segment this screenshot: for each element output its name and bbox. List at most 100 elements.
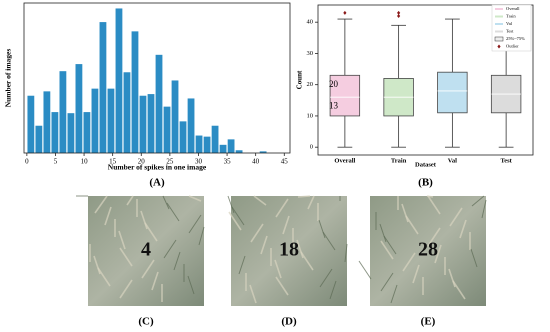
x-tick-label: 5 [54,158,58,166]
grass [307,195,315,210]
bar [227,139,235,153]
bar [163,106,171,153]
x-tick-label: 35 [224,158,232,166]
outlier [397,10,401,15]
grass [412,264,420,284]
grass [141,259,155,279]
grass [144,222,158,242]
x-axis-label: Number of spikes in one image [108,163,207,172]
grass [380,272,394,292]
grass [449,207,463,227]
photo [370,196,486,306]
grass [187,275,195,295]
grass [452,280,466,300]
grass [427,227,441,247]
photo [88,196,204,306]
legend-frame [491,4,532,52]
grass [94,195,108,214]
outlier [343,10,347,15]
grass [162,195,170,210]
grass [402,252,416,272]
grass [275,198,289,218]
grass [282,215,290,235]
bar [187,98,195,153]
grass [250,223,264,243]
grass [104,206,112,226]
x-axis-label: Dataset [415,161,437,168]
grass [249,284,257,304]
bar [131,31,139,154]
legend-label: Overall [506,6,520,11]
bar [155,54,163,154]
grass [358,260,372,280]
x-tick-label: 40 [252,158,260,166]
grass [318,219,326,239]
grass [322,231,336,251]
grass [166,202,180,222]
grass [274,259,282,279]
grass [238,255,246,275]
grass [383,235,397,255]
grass [228,211,242,231]
bar [211,125,219,153]
grass [405,215,419,235]
legend-label: Outlier [506,44,519,49]
y-tick-label: 40 [307,19,314,26]
grass [227,195,235,214]
grass [344,243,348,263]
bar [235,150,243,153]
grass [97,267,111,287]
grass [319,268,333,288]
grass [188,195,202,202]
outlier [397,13,401,18]
bar [195,135,203,153]
annotation: 20 [329,79,339,89]
y-axis-label: Count [296,70,304,89]
axes-frame [23,2,291,154]
grass [198,226,205,246]
bar [35,125,43,153]
bar [179,121,187,153]
grass [188,214,202,234]
y-tick-label: 20 [307,81,314,88]
grass [448,268,456,288]
panel-caption: (B) [418,177,433,189]
bar [75,64,83,153]
grass [163,239,177,259]
x-tick-label: 20 [138,158,146,166]
bar [203,136,211,153]
x-tick-label: 30 [195,158,203,166]
bar [123,72,131,153]
count-label: 4 [141,239,151,261]
legend-label: 25%~75% [506,36,525,41]
bar [115,8,123,154]
bar [51,112,59,153]
count-label: 18 [279,239,299,261]
x-tick-label: 0 [25,158,29,166]
grass [380,240,394,260]
axes-frame [317,4,534,156]
grass [126,195,134,206]
bar [83,112,91,153]
bar [219,144,227,153]
grass [481,199,487,219]
grass [173,251,181,271]
grass [118,230,126,250]
grass [300,251,314,271]
x-tick-label: 25 [166,158,174,166]
legend-label: Test [506,29,514,34]
legend-swatch [497,44,501,49]
bar [259,151,267,153]
x-tick-label: Val [448,157,457,164]
grass [140,210,148,230]
panel-caption: (D) [281,316,297,328]
bar [99,22,107,153]
panel-caption: (A) [149,177,165,189]
grass [119,247,133,267]
panel-caption: (C) [138,316,154,328]
count-label: 28 [418,239,438,261]
grass [119,279,133,299]
grass [297,195,311,198]
grass [275,276,289,296]
